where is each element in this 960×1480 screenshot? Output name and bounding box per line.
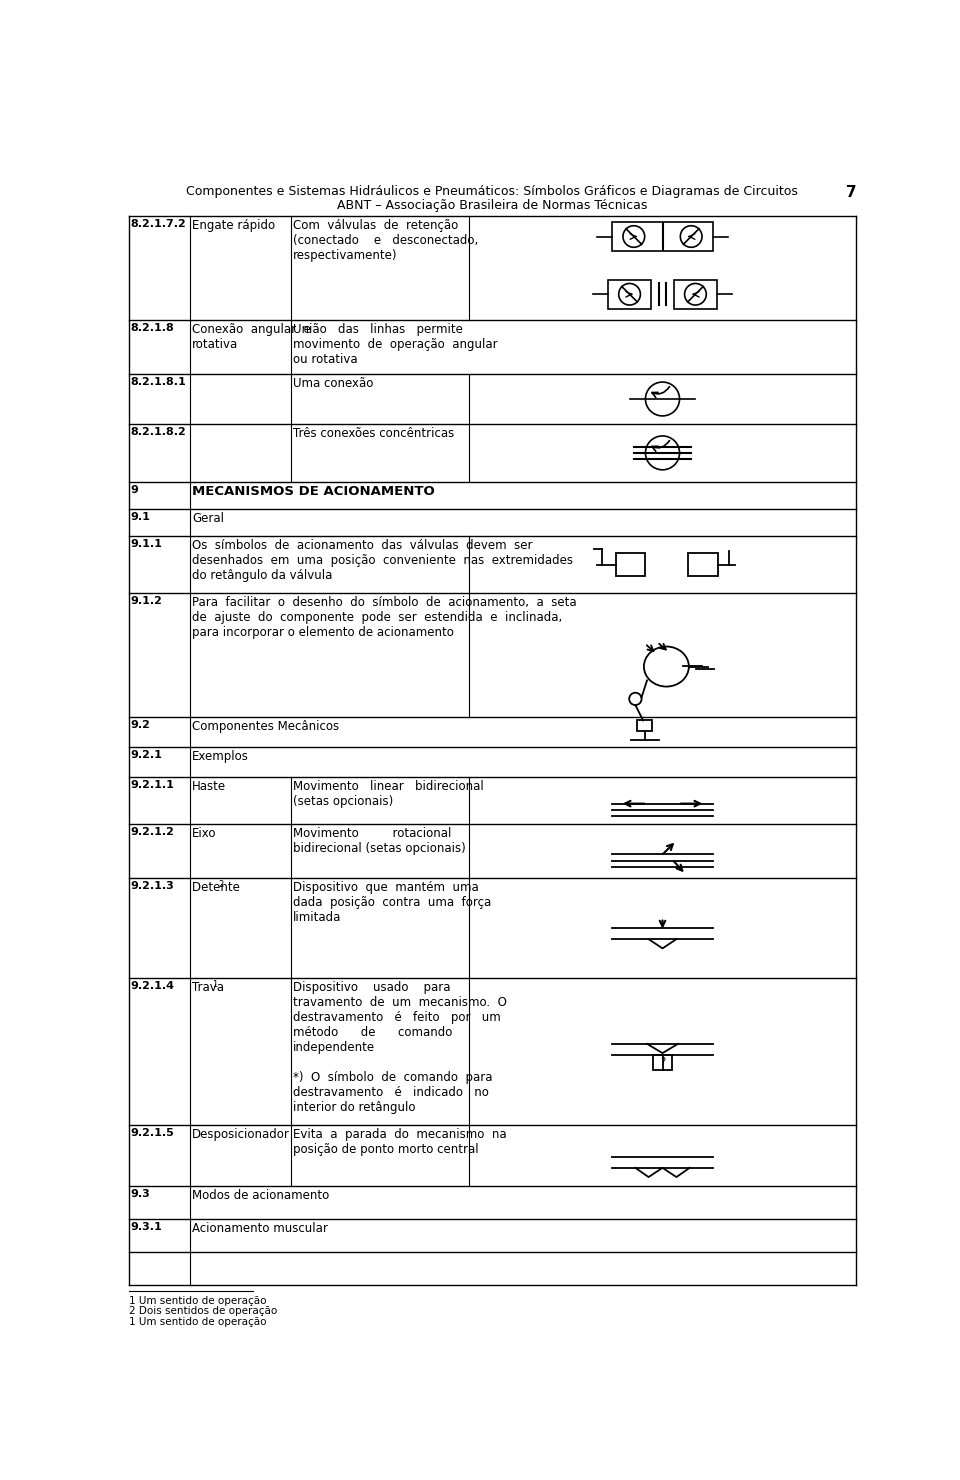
Text: Componentes Mecânicos: Componentes Mecânicos [192, 719, 339, 733]
Text: 1 Um sentido de operação: 1 Um sentido de operação [130, 1317, 267, 1328]
Text: 8.2.1.8.1: 8.2.1.8.1 [131, 377, 186, 388]
Bar [674, 280, 717, 309]
Text: Para  facilitar  o  desenho  do  símbolo  de  acionamento,  a  seta
de  ajuste  : Para facilitar o desenho do símbolo de a… [192, 596, 577, 639]
Text: Com  válvulas  de  retenção
(conectado    e   desconectado,
respectivamente): Com válvulas de retenção (conectado e de… [293, 219, 478, 262]
Text: Três conexões concêntricas: Três conexões concêntricas [293, 428, 454, 440]
Text: Modos de acionamento: Modos de acionamento [192, 1190, 329, 1202]
Text: Geral: Geral [192, 512, 224, 525]
Text: Componentes e Sistemas Hidráulicos e Pneumáticos: Símbolos Gráficos e Diagramas : Componentes e Sistemas Hidráulicos e Pne… [186, 185, 798, 198]
Bar [688, 554, 717, 576]
Text: Movimento         rotacional
bidirecional (setas opcionais): Movimento rotacional bidirecional (setas… [293, 827, 466, 855]
Text: Evita  a  parada  do  mecanismo  na
posição de ponto morto central: Evita a parada do mecanismo na posição d… [293, 1128, 507, 1156]
Text: 9.1.2: 9.1.2 [131, 596, 163, 607]
Text: Engate rápido: Engate rápido [192, 219, 276, 232]
Text: 2: 2 [219, 879, 224, 889]
Text: 2 Dois sentidos de operação: 2 Dois sentidos de operação [130, 1307, 277, 1316]
Text: 9.2.1.1: 9.2.1.1 [131, 780, 175, 790]
Text: 9: 9 [131, 485, 139, 494]
Text: 9.2.1: 9.2.1 [131, 750, 163, 761]
Text: MECANISMOS DE ACIONAMENTO: MECANISMOS DE ACIONAMENTO [192, 485, 435, 497]
Text: União   das   linhas   permite
movimento  de  operação  angular
ou rotativa: União das linhas permite movimento de op… [293, 323, 497, 366]
Text: Detente: Detente [192, 882, 244, 894]
Text: Dispositivo  que  mantém  uma
dada  posição  contra  uma  força
limitada: Dispositivo que mantém uma dada posição … [293, 882, 492, 925]
Bar [616, 554, 645, 576]
Bar [609, 280, 651, 309]
Text: Conexão  angular  e
rotativa: Conexão angular e rotativa [192, 323, 311, 351]
Text: 8.2.1.7.2: 8.2.1.7.2 [131, 219, 186, 229]
Text: 9.2.1.2: 9.2.1.2 [131, 827, 175, 838]
Text: 8.2.1.8.2: 8.2.1.8.2 [131, 428, 186, 437]
Text: 9.1: 9.1 [131, 512, 151, 522]
Text: ABNT – Associação Brasileira de Normas Técnicas: ABNT – Associação Brasileira de Normas T… [337, 200, 647, 212]
Text: 9.3.1: 9.3.1 [131, 1221, 162, 1231]
Text: Os  símbolos  de  acionamento  das  válvulas  devem  ser
desenhados  em  uma  po: Os símbolos de acionamento das válvulas … [192, 539, 573, 582]
Text: 7: 7 [846, 185, 856, 200]
Bar [612, 222, 713, 252]
Bar [636, 721, 653, 731]
Text: 1: 1 [212, 980, 218, 989]
Text: Movimento   linear   bidirecional
(setas opcionais): Movimento linear bidirecional (setas opc… [293, 780, 484, 808]
Text: Eixo: Eixo [192, 827, 217, 841]
Text: Dispositivo    usado    para
travamento  de  um  mecanismo.  O
destravamento   é: Dispositivo usado para travamento de um … [293, 981, 507, 1114]
Text: Exemplos: Exemplos [192, 750, 249, 764]
Text: Acionamento muscular: Acionamento muscular [192, 1221, 328, 1234]
Text: Uma conexão: Uma conexão [293, 377, 373, 391]
Text: 9.1.1: 9.1.1 [131, 539, 163, 549]
Text: 1 Um sentido de operação: 1 Um sentido de operação [130, 1295, 267, 1305]
Text: 9.2.1.4: 9.2.1.4 [131, 981, 175, 992]
Text: Trava: Trava [192, 981, 228, 995]
Text: 9.2.1.5: 9.2.1.5 [131, 1128, 175, 1138]
Text: Desposicionador: Desposicionador [192, 1128, 290, 1141]
Text: 9.2: 9.2 [131, 719, 151, 730]
Text: 9.3: 9.3 [131, 1190, 151, 1199]
Bar [653, 1055, 672, 1070]
Text: 8.2.1.8: 8.2.1.8 [131, 323, 175, 333]
Text: Haste: Haste [192, 780, 227, 793]
Text: 9.2.1.3: 9.2.1.3 [131, 882, 175, 891]
Text: ?: ? [660, 1057, 665, 1067]
